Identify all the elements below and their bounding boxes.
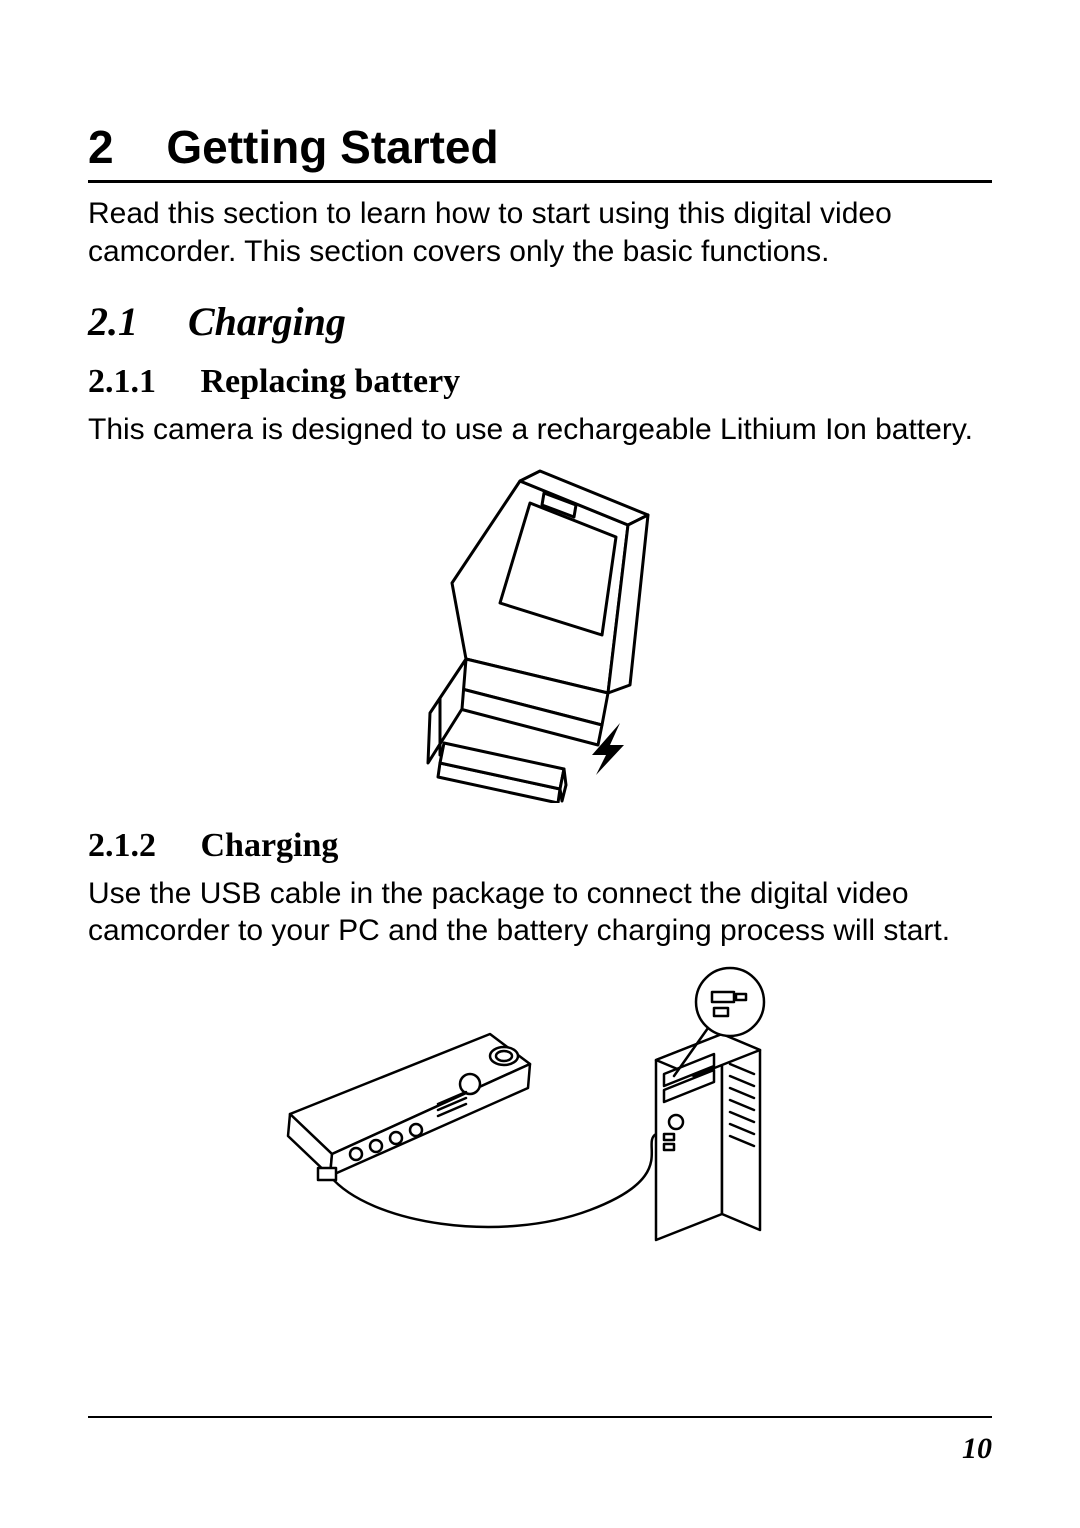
subsection-title-text: Replacing battery (201, 363, 461, 400)
chapter-intro: Read this section to learn how to start … (88, 195, 992, 270)
subsection-number: 2.1.1 (88, 363, 156, 401)
subsection-heading: 2.1.1 Replacing battery (88, 363, 992, 401)
battery-insert-illustration-icon (370, 463, 710, 803)
figure-usb-charging (88, 964, 992, 1254)
subsection-body: Use the USB cable in the package to conn… (88, 875, 992, 950)
section-title-text: Charging (188, 299, 346, 344)
subsection-body: This camera is designed to use a recharg… (88, 411, 992, 449)
chapter-number: 2 (88, 120, 114, 174)
chapter-title-text: Getting Started (166, 121, 498, 173)
subsection-heading: 2.1.2 Charging (88, 827, 992, 865)
figure-battery-insert (88, 463, 992, 803)
page-number: 10 (962, 1432, 992, 1466)
footer-rule (88, 1416, 992, 1418)
subsection-title-text: Charging (201, 827, 339, 864)
subsection-number: 2.1.2 (88, 827, 156, 865)
chapter-heading: 2 Getting Started (88, 120, 992, 183)
section-number: 2.1 (88, 298, 138, 345)
usb-charging-illustration-icon (260, 964, 820, 1254)
section-heading: 2.1 Charging (88, 298, 992, 345)
